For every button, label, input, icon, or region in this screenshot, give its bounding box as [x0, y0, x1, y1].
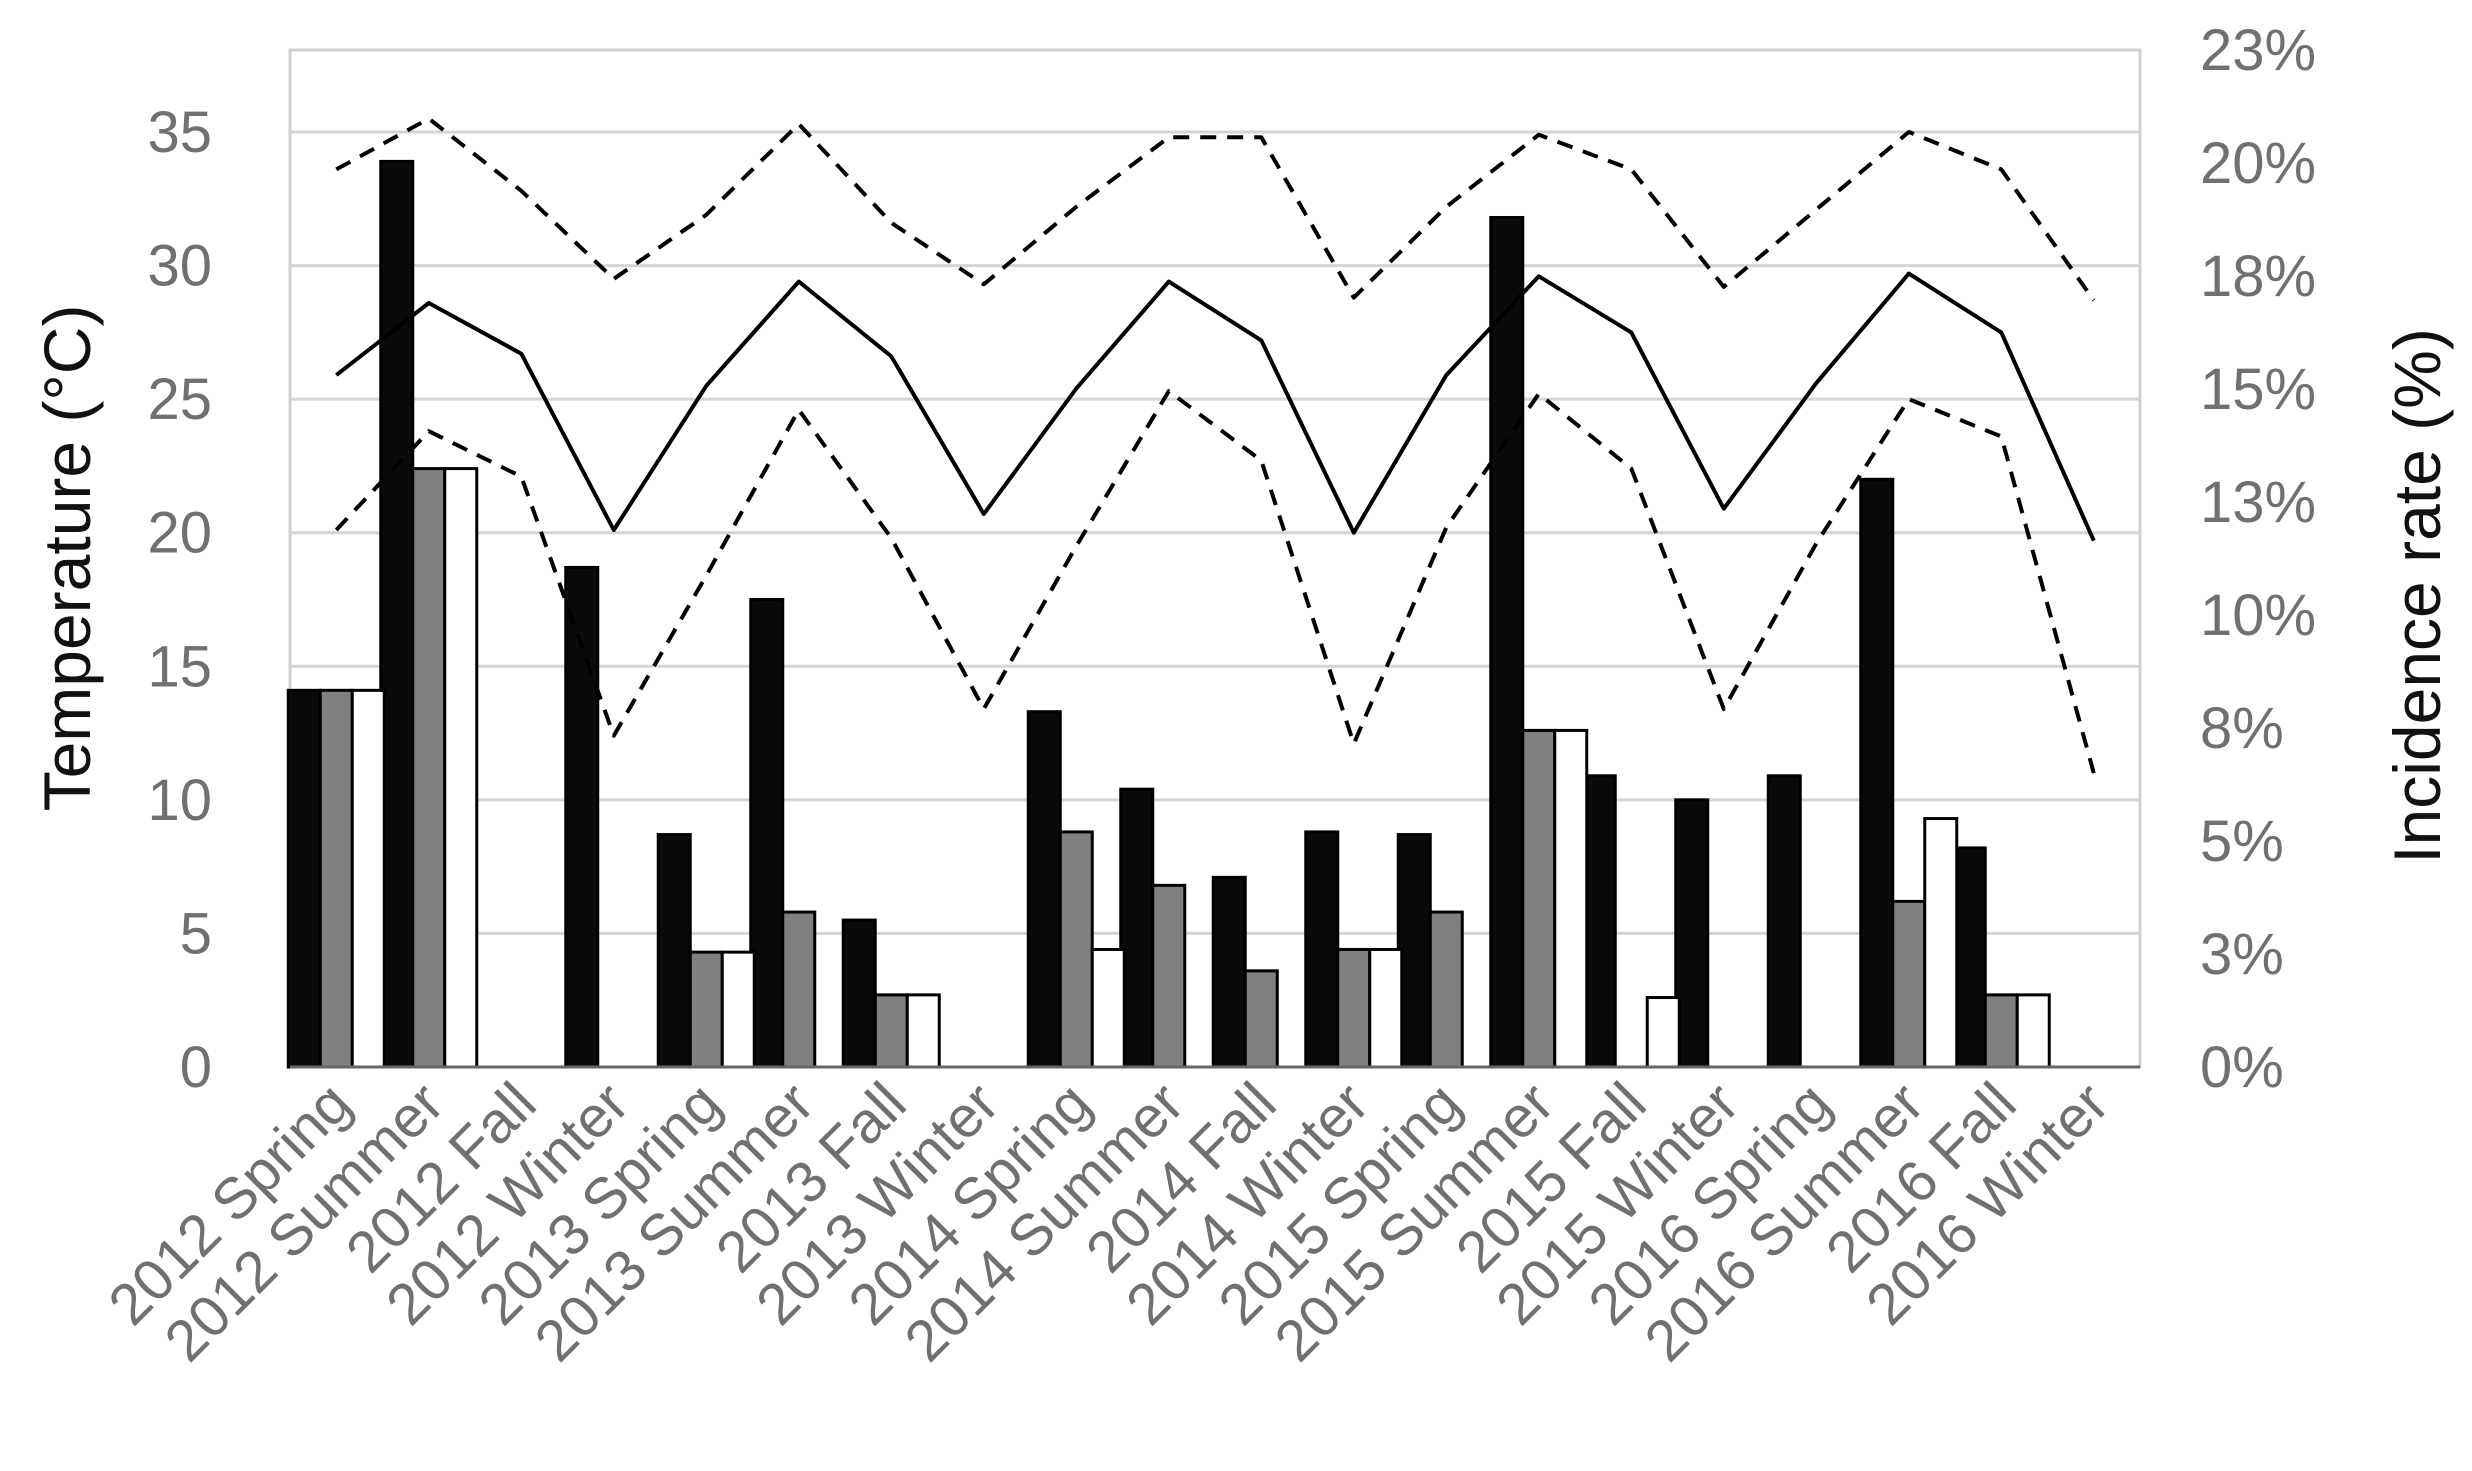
bar: [286, 688, 322, 1069]
y-tick-label: 5: [180, 901, 212, 966]
bar: [1304, 830, 1340, 1069]
y-tick-label: 30: [147, 234, 212, 299]
y2-axis-title: Incidence rate (%): [2380, 328, 2454, 864]
bar: [1766, 774, 1802, 1069]
y2-tick-label: 0%: [2200, 1035, 2284, 1100]
y2-axis-ticks: 0% 3% 5% 8% 10% 13% 15% 18% 20% 23%: [2200, 18, 2316, 1100]
bar: [1983, 993, 2019, 1069]
bar: [873, 993, 909, 1069]
bar: [1243, 969, 1279, 1069]
bar: [1581, 774, 1617, 1069]
bar: [1923, 817, 1959, 1069]
bar: [379, 159, 415, 1069]
y-tick-label: 15: [147, 634, 212, 699]
lines: [334, 116, 2096, 774]
bar: [318, 688, 354, 1069]
dashed-line: [334, 389, 2096, 774]
y2-tick-label: 20%: [2200, 131, 2316, 196]
y2-tick-label: 23%: [2200, 18, 2316, 83]
bar: [720, 950, 756, 1069]
y-tick-label: 0: [180, 1035, 212, 1100]
y-tick-label: 35: [147, 100, 212, 165]
y2-tick-label: 15%: [2200, 357, 2316, 422]
bar: [1090, 947, 1126, 1069]
bar: [443, 467, 479, 1069]
bar: [1951, 846, 1987, 1069]
solid-line: [335, 271, 2096, 542]
bar: [1211, 875, 1247, 1069]
bar: [1859, 477, 1895, 1069]
bar: [905, 993, 941, 1069]
bar: [1336, 947, 1372, 1069]
bar: [1553, 728, 1589, 1069]
bar: [1674, 798, 1710, 1069]
bar: [781, 910, 817, 1069]
bar: [841, 918, 877, 1069]
y2-tick-label: 18%: [2200, 244, 2316, 309]
bar: [2015, 993, 2051, 1069]
y2-tick-label: 8%: [2200, 696, 2284, 761]
dashed-line: [335, 116, 2096, 302]
y2-tick-label: 13%: [2200, 470, 2316, 535]
bar: [749, 598, 785, 1069]
y-tick-label: 10: [147, 768, 212, 833]
y-axis-ticks: 0 5 10 15 20 25 30 35: [147, 100, 212, 1100]
bar: [1521, 728, 1557, 1069]
bar: [411, 467, 447, 1069]
bar: [1489, 215, 1525, 1069]
bar: [656, 833, 692, 1069]
y-tick-label: 20: [147, 501, 212, 566]
bar: [1058, 830, 1094, 1069]
bars: [286, 159, 2051, 1069]
bar: [350, 688, 386, 1069]
bar: [1151, 883, 1187, 1069]
bar: [1368, 947, 1404, 1069]
bar: [1428, 910, 1464, 1069]
y2-tick-label: 5%: [2200, 809, 2284, 874]
y-tick-label: 25: [147, 367, 212, 432]
y-axis-title: Temperature (°C): [30, 305, 104, 812]
bar: [688, 950, 724, 1069]
bar: [1026, 710, 1062, 1069]
bar: [1891, 899, 1927, 1069]
bar: [1645, 996, 1681, 1069]
y2-tick-label: 3%: [2200, 922, 2284, 987]
y2-tick-label: 10%: [2200, 583, 2316, 648]
